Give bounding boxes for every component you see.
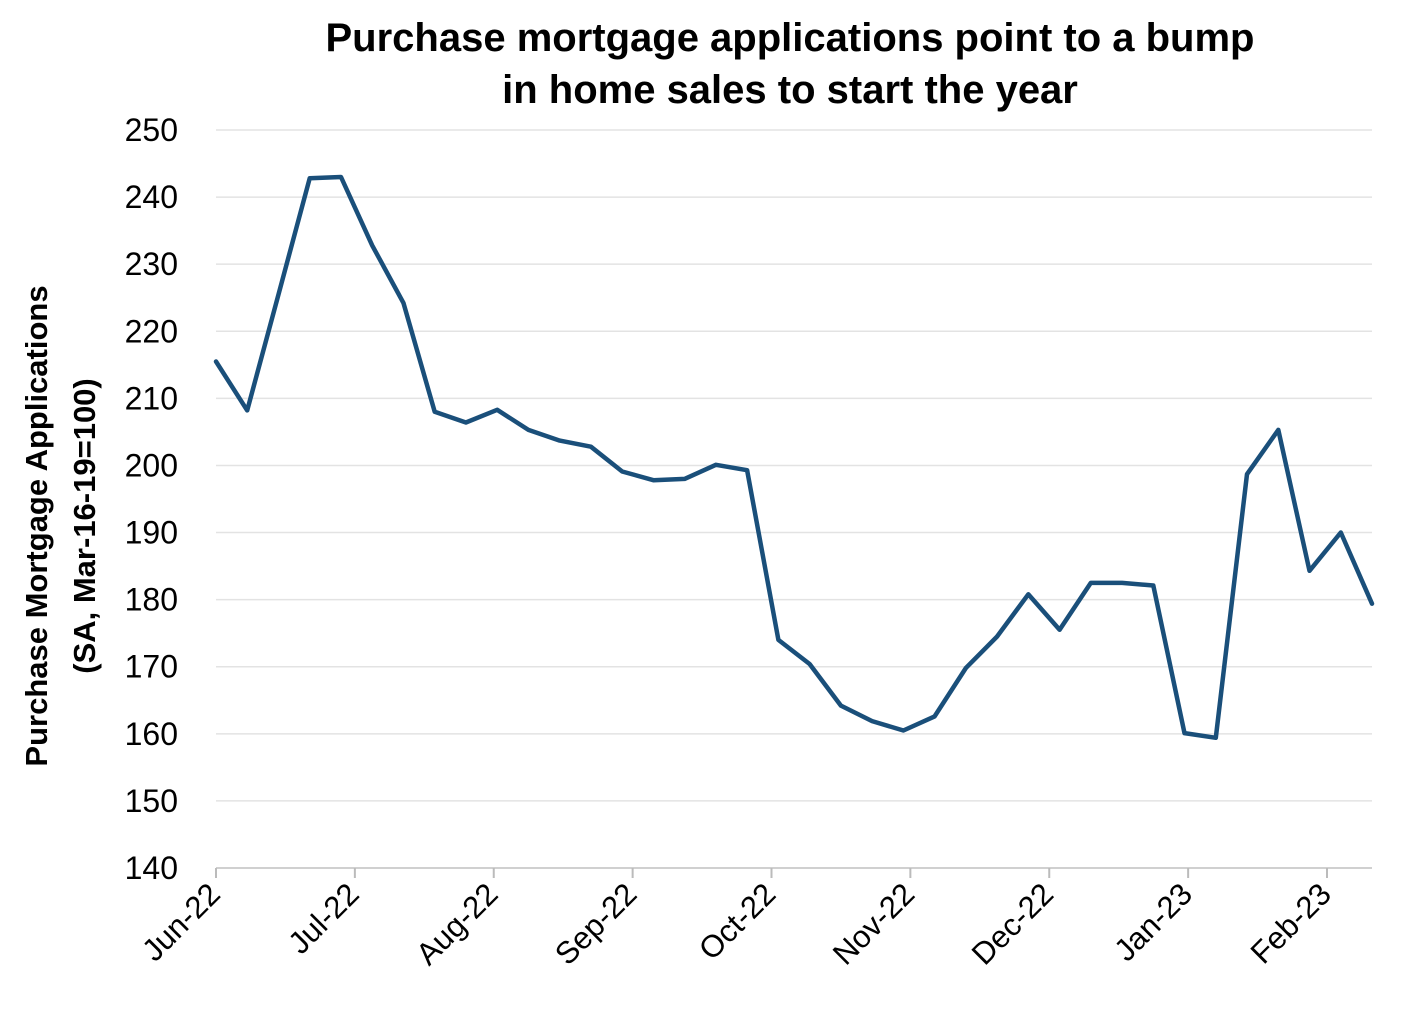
y-axis-label-line-1: Purchase Mortgage Applications <box>19 285 54 766</box>
x-tick-label: Nov-22 <box>826 876 921 971</box>
x-tick-label: Jul-22 <box>281 876 365 960</box>
y-tick-label: 160 <box>125 716 178 752</box>
y-tick-label: 180 <box>125 582 178 618</box>
y-tick-label: 210 <box>125 380 178 416</box>
y-tick-label: 200 <box>125 447 178 483</box>
x-tick-label: Dec-22 <box>965 876 1060 971</box>
chart-title-line-2: in home sales to start the year <box>502 68 1078 112</box>
y-axis-ticks: 140 150 160 170 180 190 200 210 220 230 240 250 <box>125 112 178 886</box>
x-tick-label: Sep-22 <box>548 876 643 971</box>
x-tick-label: Feb-23 <box>1244 876 1338 970</box>
chart-title-line-1: Purchase mortgage applications point to … <box>325 16 1255 60</box>
y-tick-label: 250 <box>125 112 178 148</box>
y-tick-label: 140 <box>125 850 178 886</box>
chart-title: Purchase mortgage applications point to … <box>200 12 1380 116</box>
x-axis-ticks: Jun-22 Jul-22 Aug-22 Sep-22 Oct-22 Nov-22 Dec-… <box>135 868 1338 972</box>
series-line <box>213 174 1375 741</box>
x-tick-label: Jan-23 <box>1107 876 1199 968</box>
y-tick-label: 190 <box>125 515 178 551</box>
x-tick-label: Oct-22 <box>692 876 783 967</box>
y-tick-label: 170 <box>125 649 178 685</box>
x-tick-label: Jun-22 <box>135 876 227 968</box>
x-tick-label: Aug-22 <box>409 876 504 971</box>
y-tick-label: 150 <box>125 783 178 819</box>
y-tick-label: 230 <box>125 246 178 282</box>
y-tick-label: 240 <box>125 179 178 215</box>
gridlines <box>216 129 1372 802</box>
series-group <box>213 174 1375 741</box>
y-tick-label: 220 <box>125 313 178 349</box>
y-axis-label-line-2: (SA, Mar-16-19=100) <box>67 378 102 674</box>
